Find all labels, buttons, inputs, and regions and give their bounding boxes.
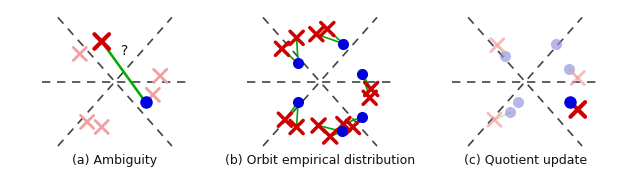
Text: ?: ? <box>121 44 128 58</box>
Title: (c) Quotient update: (c) Quotient update <box>463 154 587 167</box>
Title: (a) Ambiguity: (a) Ambiguity <box>72 154 157 167</box>
Title: (b) Orbit empirical distribution: (b) Orbit empirical distribution <box>225 154 415 167</box>
